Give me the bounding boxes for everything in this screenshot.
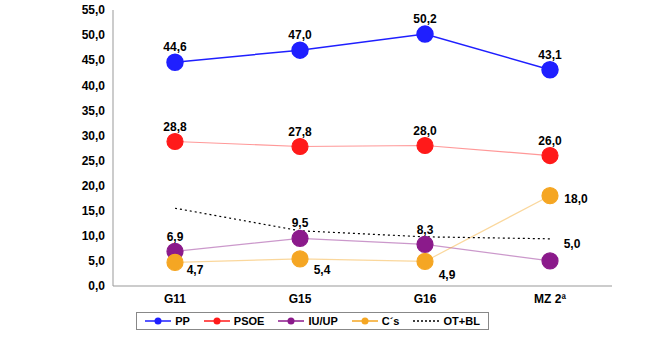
svg-text:5,4: 5,4 <box>314 263 331 277</box>
svg-text:MZ 2ª: MZ 2ª <box>534 292 566 306</box>
svg-text:55,0: 55,0 <box>82 3 106 17</box>
svg-text:8,3: 8,3 <box>417 223 434 237</box>
svg-text:50,0: 50,0 <box>82 28 106 42</box>
html-text:C´s: C´s <box>381 315 400 327</box>
svg-text:25,0: 25,0 <box>82 154 106 168</box>
svg-text:0,0: 0,0 <box>88 279 105 293</box>
svg-text:20,0: 20,0 <box>82 179 106 193</box>
html-text:PP: PP <box>175 315 190 327</box>
svg-text:G16: G16 <box>414 292 437 306</box>
svg-text:28,8: 28,8 <box>163 120 187 134</box>
svg-text:4,9: 4,9 <box>439 268 456 282</box>
svg-text:44,6: 44,6 <box>163 40 187 54</box>
svg-text:15,0: 15,0 <box>82 204 106 218</box>
svg-text:47,0: 47,0 <box>288 28 312 42</box>
svg-text:30,0: 30,0 <box>82 129 106 143</box>
svg-text:18,0: 18,0 <box>564 192 588 206</box>
svg-text:9,5: 9,5 <box>292 216 309 230</box>
html-text:OT+BL: OT+BL <box>443 315 480 327</box>
svg-text:50,2: 50,2 <box>413 12 437 26</box>
svg-text:28,0: 28,0 <box>413 124 437 138</box>
svg-text:G11: G11 <box>164 292 186 306</box>
svg-text:27,8: 27,8 <box>288 125 312 139</box>
svg-text:G15: G15 <box>289 292 312 306</box>
svg-text:35,0: 35,0 <box>82 104 106 118</box>
svg-text:40,0: 40,0 <box>82 79 106 93</box>
svg-text:43,1: 43,1 <box>538 48 562 62</box>
html-text:IU/UP: IU/UP <box>308 315 338 327</box>
svg-text:45,0: 45,0 <box>82 53 106 67</box>
svg-text:6,9: 6,9 <box>167 230 184 244</box>
svg-text:26,0: 26,0 <box>538 134 562 148</box>
svg-text:4,7: 4,7 <box>187 263 204 277</box>
html-text:PSOE: PSOE <box>233 315 265 327</box>
svg-text:10,0: 10,0 <box>82 229 106 243</box>
svg-text:5,0: 5,0 <box>564 237 581 251</box>
svg-text:5,0: 5,0 <box>88 254 105 268</box>
